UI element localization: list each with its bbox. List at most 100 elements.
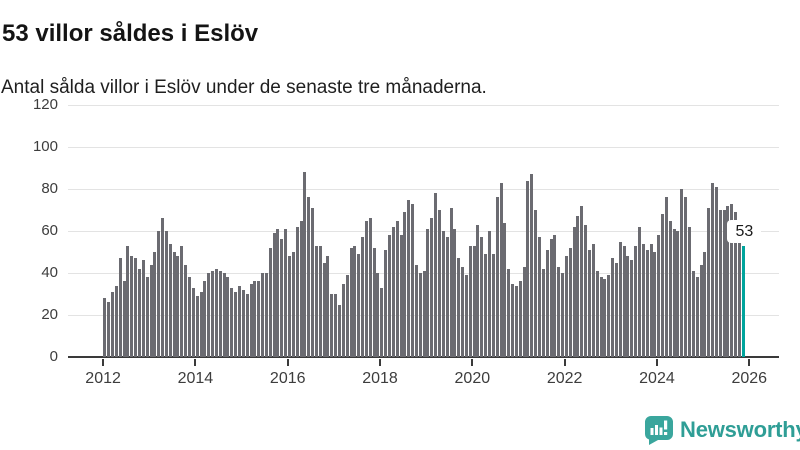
- bar: [245, 294, 249, 357]
- bar: [361, 237, 365, 357]
- bar: [411, 203, 415, 357]
- bar: [584, 224, 588, 357]
- bar: [618, 241, 622, 357]
- bar: [407, 199, 411, 357]
- bar: [464, 275, 468, 357]
- newsworthy-logo[interactable]: Newsworthy: [645, 415, 800, 445]
- bar: [457, 258, 461, 357]
- bar: [418, 273, 422, 357]
- bar: [561, 273, 565, 357]
- bar: [291, 252, 295, 357]
- bar: [476, 224, 480, 357]
- bar: [445, 237, 449, 357]
- bar: [214, 268, 218, 357]
- bar: [672, 228, 676, 357]
- bar: [726, 205, 730, 357]
- bar: [591, 243, 595, 357]
- bar: [430, 218, 434, 357]
- bar: [630, 260, 634, 357]
- bar: [541, 268, 545, 357]
- x-tick-label: 2024: [639, 370, 675, 387]
- bar: [230, 287, 234, 357]
- bar: [441, 231, 445, 357]
- bar: [688, 226, 692, 357]
- bar: [607, 275, 611, 357]
- bar: [288, 256, 292, 357]
- bar: [357, 254, 361, 357]
- bar: [491, 254, 495, 357]
- bar: [130, 256, 134, 357]
- bar: [711, 182, 715, 357]
- bar: [280, 239, 284, 357]
- bar: [134, 258, 138, 357]
- bar: [249, 283, 253, 357]
- bar: [468, 245, 472, 357]
- x-tick: [655, 359, 658, 366]
- bar: [399, 235, 403, 357]
- bar: [268, 247, 272, 357]
- bar: [330, 294, 334, 357]
- bar: [314, 245, 318, 357]
- gridline: [68, 104, 779, 106]
- bar: [157, 231, 161, 357]
- bar: [453, 228, 457, 357]
- bar: [334, 294, 338, 357]
- bar: [211, 270, 215, 357]
- bar: [530, 174, 534, 357]
- bar: [145, 277, 149, 357]
- x-tick-label: 2012: [85, 370, 121, 387]
- bar: [395, 220, 399, 357]
- bar: [188, 277, 192, 357]
- bar: [534, 210, 538, 357]
- annotation-label: 53: [727, 219, 762, 243]
- bar: [264, 273, 268, 357]
- x-tick-label: 2018: [362, 370, 398, 387]
- x-tick-label: 2014: [177, 370, 214, 387]
- bar: [557, 266, 561, 357]
- bar: [203, 281, 207, 357]
- y-tick-label: 0: [49, 348, 58, 365]
- bar: [549, 239, 553, 357]
- bar: [438, 210, 442, 357]
- bar: [461, 266, 465, 357]
- bar: [272, 233, 276, 357]
- bar: [645, 249, 649, 357]
- bar: [603, 279, 607, 357]
- bar: [568, 247, 572, 357]
- bar: [388, 235, 392, 357]
- gridline: [68, 188, 779, 190]
- bar: [295, 226, 299, 357]
- bar: [207, 273, 211, 357]
- bar: [311, 207, 315, 357]
- x-tick: [563, 359, 566, 366]
- bar: [184, 264, 188, 357]
- bar: [703, 252, 707, 357]
- y-tick-label: 80: [41, 180, 58, 197]
- newsworthy-icon: [645, 415, 673, 445]
- x-tick: [748, 359, 751, 366]
- bar: [353, 245, 357, 357]
- bar: [707, 207, 711, 357]
- bar: [657, 235, 661, 357]
- bar: [472, 245, 476, 357]
- bar: [699, 264, 703, 357]
- bar: [303, 172, 307, 357]
- bar: [499, 182, 503, 357]
- x-tick: [379, 359, 382, 366]
- y-tick-label: 100: [32, 138, 58, 155]
- bar: [638, 226, 642, 357]
- bar: [349, 247, 353, 357]
- bar: [138, 268, 142, 357]
- bar: [191, 287, 195, 357]
- bar: [161, 218, 165, 357]
- bar: [338, 304, 342, 357]
- bar: [391, 226, 395, 357]
- bar: [730, 203, 734, 357]
- bar: [368, 218, 372, 357]
- bar: [122, 281, 126, 357]
- bar: [414, 264, 418, 357]
- bar: [234, 291, 238, 357]
- bar: [545, 249, 549, 357]
- bar: [434, 193, 438, 357]
- bar: [676, 231, 680, 357]
